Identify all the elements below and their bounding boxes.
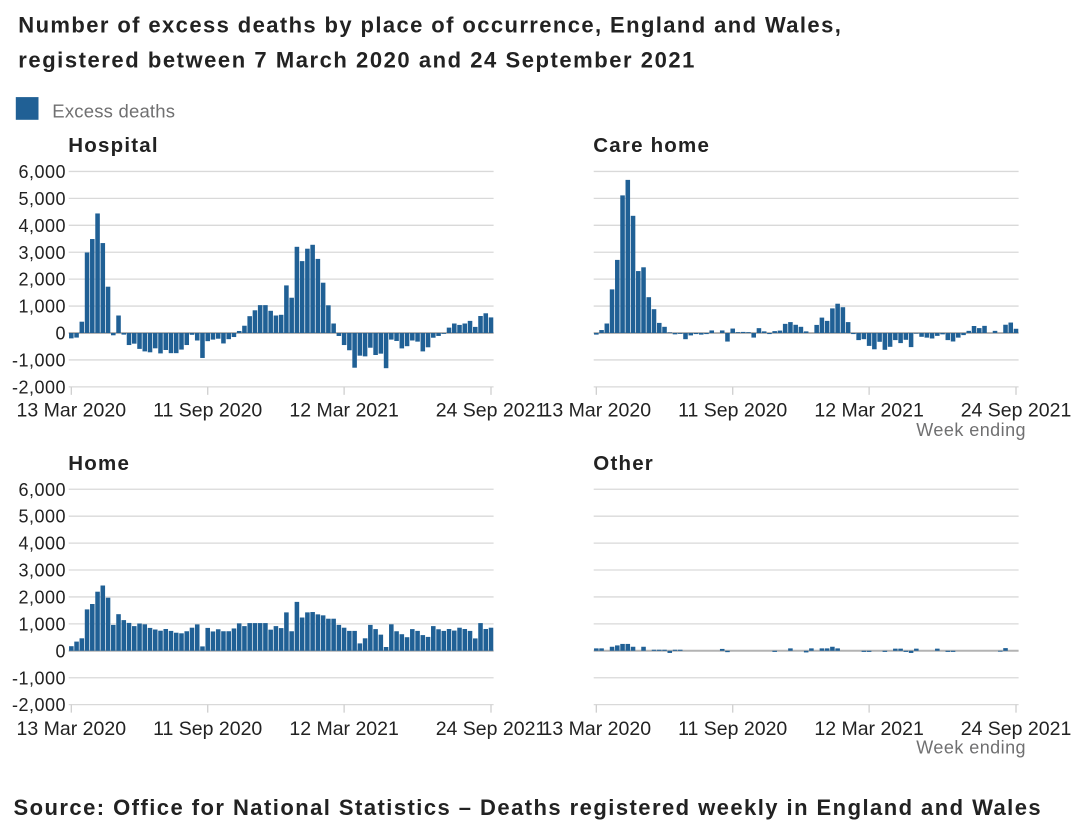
svg-text:13 Mar 2020: 13 Mar 2020 bbox=[542, 400, 652, 422]
svg-text:1,000: 1,000 bbox=[18, 614, 66, 634]
svg-text:24 Sep 2021: 24 Sep 2021 bbox=[961, 400, 1072, 422]
svg-text:11 Sep 2020: 11 Sep 2020 bbox=[678, 400, 787, 422]
svg-text:2,000: 2,000 bbox=[18, 270, 66, 290]
svg-text:-2,000: -2,000 bbox=[12, 377, 66, 397]
svg-text:4,000: 4,000 bbox=[18, 534, 66, 554]
svg-text:2,000: 2,000 bbox=[18, 588, 66, 608]
svg-text:Number of excess deaths by pla: Number of excess deaths by place of occu… bbox=[18, 13, 842, 38]
svg-text:12 Mar 2021: 12 Mar 2021 bbox=[289, 718, 399, 740]
svg-text:11 Sep 2020: 11 Sep 2020 bbox=[153, 718, 262, 740]
svg-text:6,000: 6,000 bbox=[18, 162, 66, 182]
svg-text:12 Mar 2021: 12 Mar 2021 bbox=[814, 718, 924, 740]
svg-text:0: 0 bbox=[55, 641, 66, 661]
svg-text:12 Mar 2021: 12 Mar 2021 bbox=[289, 400, 399, 422]
svg-text:Home: Home bbox=[68, 452, 130, 475]
svg-text:11 Sep 2020: 11 Sep 2020 bbox=[678, 718, 787, 740]
svg-text:Excess deaths: Excess deaths bbox=[52, 101, 175, 122]
svg-text:11 Sep 2020: 11 Sep 2020 bbox=[153, 400, 262, 422]
svg-text:24 Sep 2021: 24 Sep 2021 bbox=[436, 400, 547, 422]
svg-text:-2,000: -2,000 bbox=[12, 695, 66, 715]
svg-text:24 Sep 2021: 24 Sep 2021 bbox=[436, 718, 547, 740]
svg-text:12 Mar 2021: 12 Mar 2021 bbox=[814, 400, 924, 422]
svg-text:-1,000: -1,000 bbox=[12, 350, 66, 370]
svg-text:3,000: 3,000 bbox=[18, 561, 66, 581]
svg-text:13 Mar 2020: 13 Mar 2020 bbox=[542, 718, 652, 740]
svg-text:registered between 7 March 202: registered between 7 March 2020 and 24 S… bbox=[18, 48, 696, 73]
svg-text:1,000: 1,000 bbox=[18, 297, 66, 317]
svg-text:-1,000: -1,000 bbox=[12, 668, 66, 688]
svg-text:6,000: 6,000 bbox=[18, 480, 66, 500]
svg-text:24 Sep 2021: 24 Sep 2021 bbox=[961, 718, 1072, 740]
svg-text:5,000: 5,000 bbox=[18, 189, 66, 209]
svg-text:Other: Other bbox=[593, 452, 654, 475]
svg-text:13 Mar 2020: 13 Mar 2020 bbox=[17, 718, 127, 740]
svg-text:13 Mar 2020: 13 Mar 2020 bbox=[17, 400, 127, 422]
svg-text:Source: Office for National St: Source: Office for National Statistics –… bbox=[14, 795, 1043, 820]
svg-text:5,000: 5,000 bbox=[18, 507, 66, 527]
svg-text:Week ending: Week ending bbox=[916, 420, 1026, 440]
svg-text:4,000: 4,000 bbox=[18, 216, 66, 236]
svg-text:3,000: 3,000 bbox=[18, 243, 66, 263]
svg-text:0: 0 bbox=[55, 324, 66, 344]
svg-text:Hospital: Hospital bbox=[68, 134, 158, 157]
svg-text:Care home: Care home bbox=[593, 134, 710, 157]
svg-text:Week ending: Week ending bbox=[916, 738, 1026, 758]
